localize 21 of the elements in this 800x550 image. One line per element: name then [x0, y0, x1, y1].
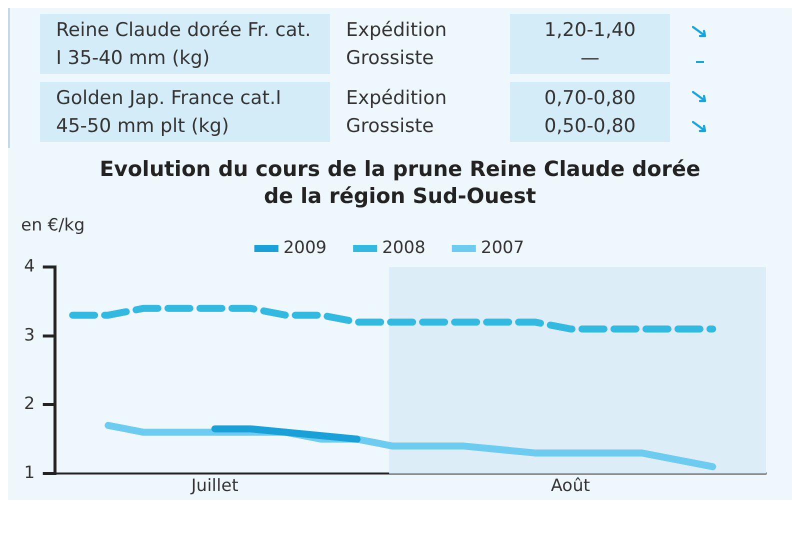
y-tick-label: 4	[24, 256, 35, 276]
text: Expédition	[346, 86, 448, 111]
y-tick-label: 1	[24, 463, 35, 484]
x-tick-label: Août	[550, 476, 590, 496]
legend-label: 2009	[283, 238, 327, 258]
legend-label: 2007	[480, 238, 524, 258]
text: 0,70-0,80	[543, 86, 637, 111]
text: Expédition	[346, 18, 448, 43]
y-axis-title: en €/kg	[21, 215, 85, 236]
y-tick-label: 3	[24, 325, 35, 346]
legend-label: 2008	[382, 238, 426, 258]
text: Grossiste	[346, 46, 435, 71]
text: Golden Jap. France cat.I 45-50 mm plt (kg)	[40, 82, 330, 142]
text: —	[580, 46, 600, 71]
x-tick-label: Juillet	[190, 476, 239, 496]
text: 1,20-1,40	[543, 18, 637, 43]
text: Reine Claude dorée Fr. cat. I 35-40 mm (kg)	[40, 14, 330, 74]
text: Grossiste	[346, 114, 435, 139]
chart-title: Evolution du cours de la prune Reine Claude dorée de la région Sud-Ouest	[98, 156, 702, 210]
text: 0,50-0,80	[543, 114, 637, 139]
y-tick-label: 2	[24, 394, 35, 414]
